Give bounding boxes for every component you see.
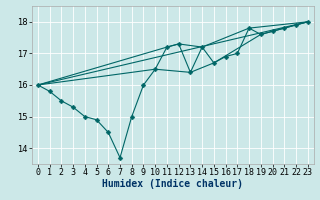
X-axis label: Humidex (Indice chaleur): Humidex (Indice chaleur) (102, 179, 243, 189)
